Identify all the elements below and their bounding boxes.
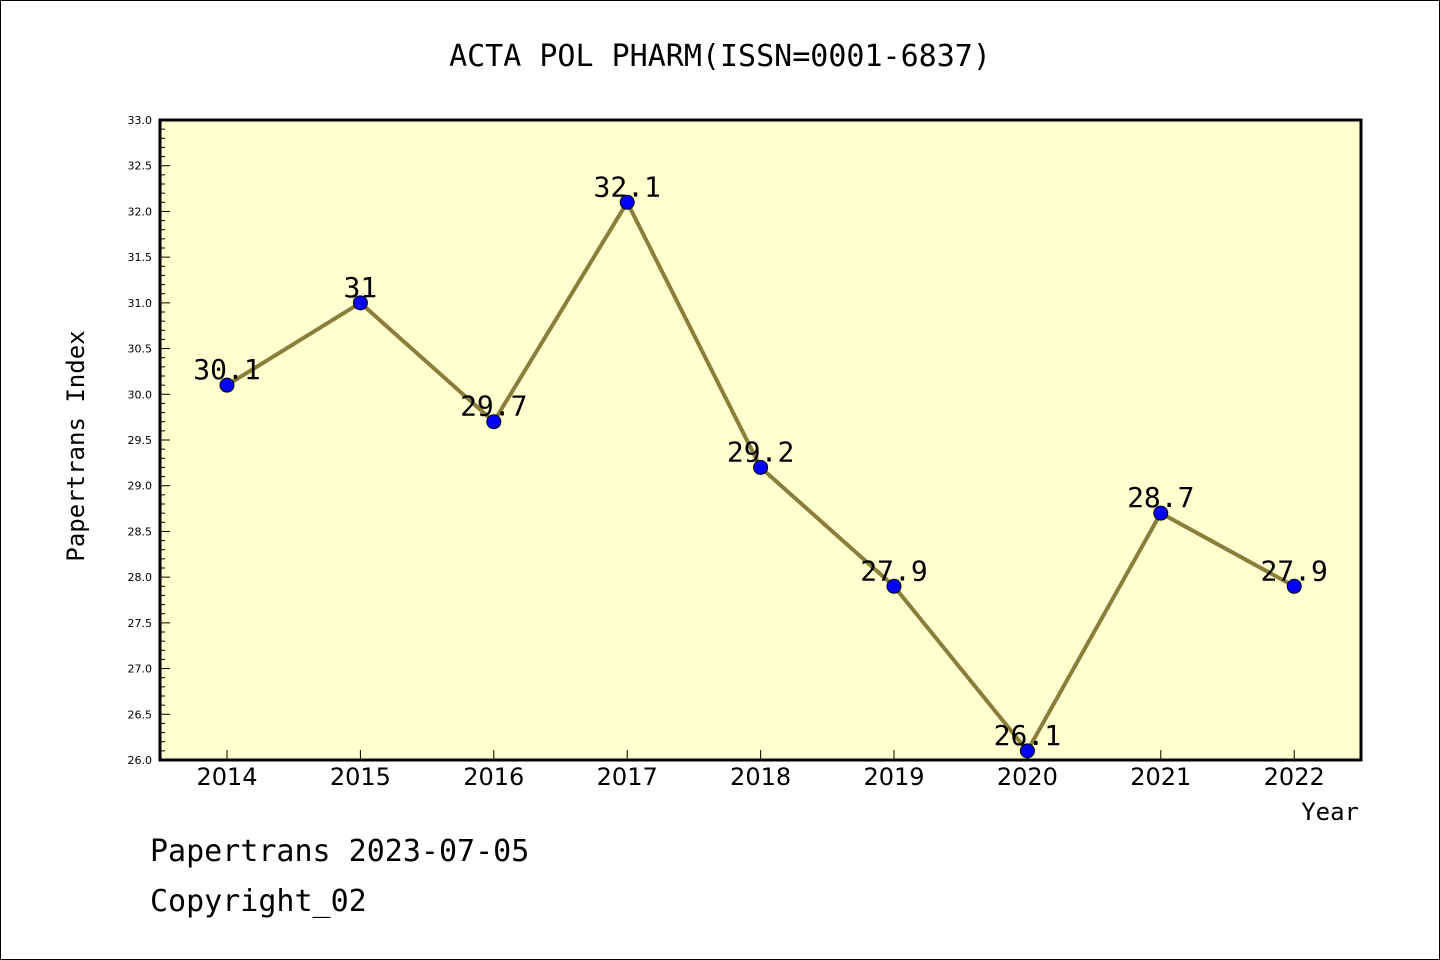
y-tick-label: 26.0 (128, 754, 153, 767)
data-label: 31 (344, 271, 378, 304)
data-label: 28.7 (1127, 481, 1194, 514)
y-axis-label: Papertrans Index (62, 330, 90, 561)
data-label: 27.9 (1260, 554, 1327, 587)
x-tick-label: 2014 (196, 763, 257, 791)
x-tick-label: 2019 (863, 763, 924, 791)
x-tick-label: 2016 (463, 763, 524, 791)
y-tick-label: 32.0 (128, 205, 153, 218)
footer-copyright-text: Copyright_02 (150, 884, 367, 919)
chart-title: ACTA POL PHARM(ISSN=0001-6837) (449, 39, 991, 74)
data-label: 30.1 (193, 353, 260, 386)
y-tick-label: 29.5 (128, 434, 153, 447)
data-label: 26.1 (994, 719, 1061, 752)
x-axis-label: Year (1301, 798, 1359, 826)
data-label: 29.2 (727, 435, 794, 468)
y-tick-label: 31.5 (128, 251, 153, 264)
data-point (219, 377, 235, 393)
y-tick-label: 32.5 (128, 160, 153, 173)
data-label: 29.7 (460, 390, 527, 423)
data-point (486, 414, 502, 430)
y-tick-label: 26.5 (128, 708, 153, 721)
x-tick-label: 2020 (997, 763, 1058, 791)
data-label: 32.1 (593, 170, 660, 203)
y-tick-label: 28.5 (128, 525, 153, 538)
y-tick-label: 30.5 (128, 343, 153, 356)
data-point (1153, 505, 1169, 521)
y-tick-label: 27.0 (128, 663, 153, 676)
x-tick-label: 2018 (730, 763, 791, 791)
plot-area (158, 118, 1363, 762)
data-point (352, 295, 368, 311)
x-tick-label: 2017 (597, 763, 658, 791)
y-tick-label: 27.5 (128, 617, 153, 630)
data-point (886, 578, 902, 594)
x-axis: 2014 2015 2016 2017 2018 2019 2020 2021 2022 (196, 750, 1325, 791)
data-label: 27.9 (860, 554, 927, 587)
x-tick-label: 2015 (330, 763, 391, 791)
footer-date-text: Papertrans 2023-07-05 (150, 834, 530, 869)
y-axis: 26.0 26.5 27.0 27.5 28.0 28.5 29.0 29.5 30.0 30.5… (128, 114, 170, 767)
data-point (753, 459, 769, 475)
data-point (1286, 578, 1302, 594)
y-tick-label: 33.0 (128, 114, 153, 127)
data-point (619, 194, 635, 210)
data-labels: 30.1 31 29.7 32.1 29.2 27.9 26.1 28.7 27.9 (193, 170, 1328, 752)
y-tick-label: 28.0 (128, 571, 153, 584)
y-tick-label: 29.0 (128, 480, 153, 493)
y-tick-label: 30.0 (128, 388, 153, 401)
x-tick-label: 2022 (1264, 763, 1325, 791)
x-tick-label: 2021 (1130, 763, 1191, 791)
data-point (1019, 743, 1035, 759)
y-tick-label: 31.0 (128, 297, 153, 310)
data-points (219, 194, 1302, 759)
